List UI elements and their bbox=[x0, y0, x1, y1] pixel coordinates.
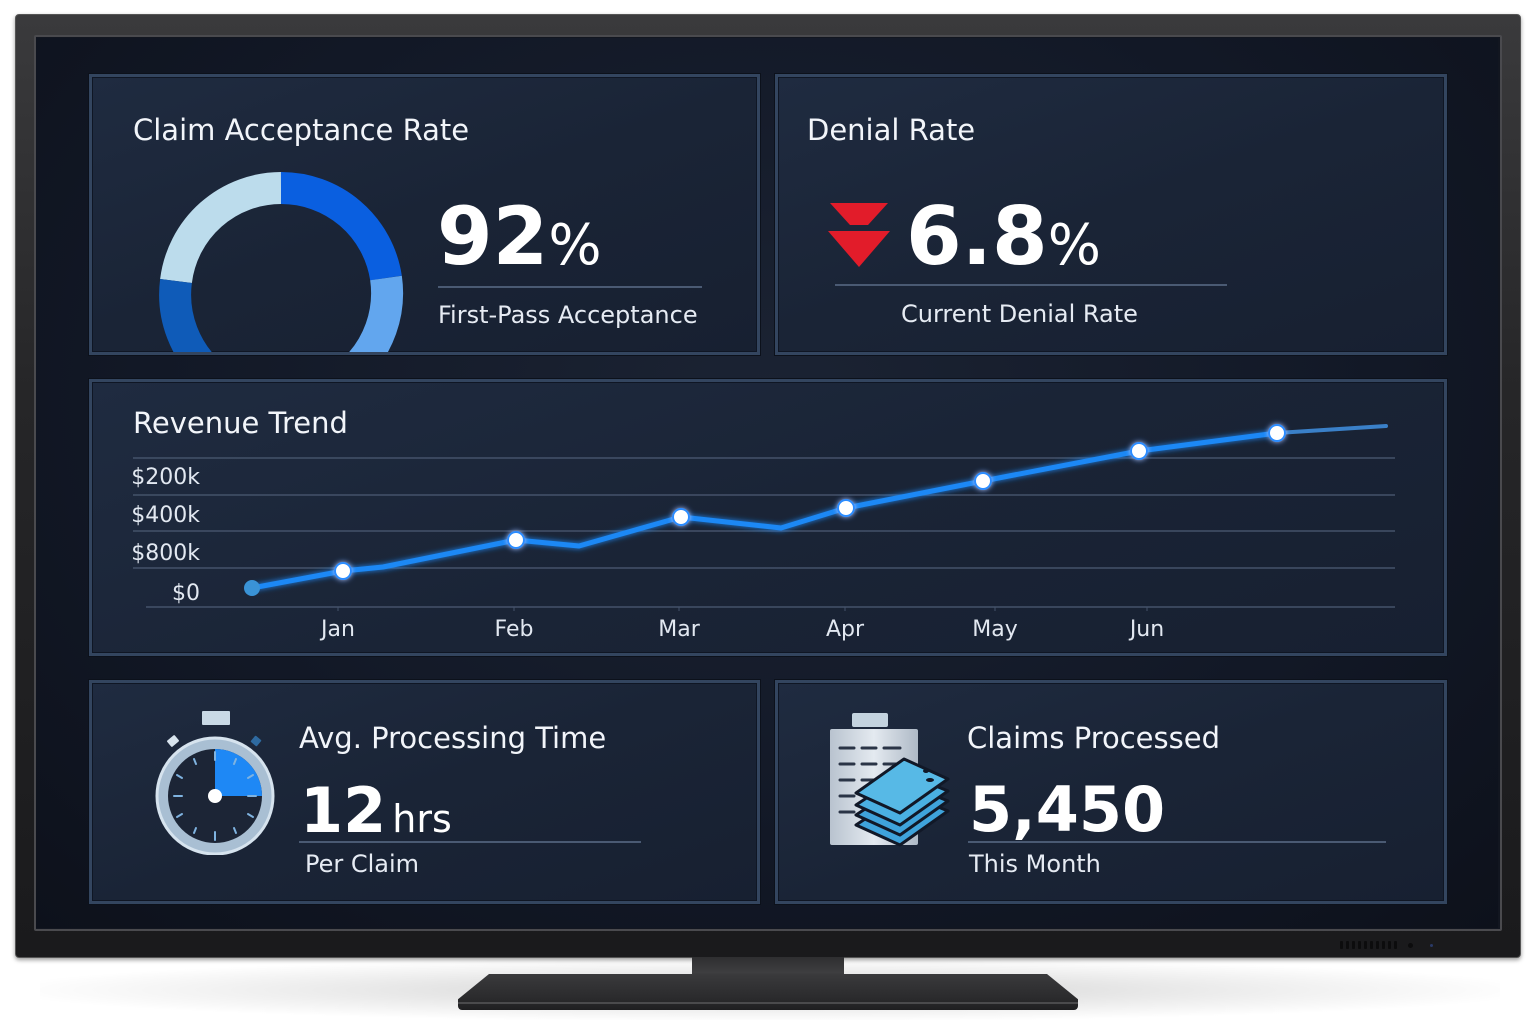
claims-processed-value: 5,450 bbox=[969, 773, 1166, 846]
chart-gridlines bbox=[133, 457, 1395, 608]
x-axis-ticks bbox=[337, 607, 1148, 611]
double-chevron-down-icon bbox=[828, 203, 890, 267]
processing-time-card[interactable]: Avg. Processing Time 12 hrs Per Claim bbox=[89, 680, 760, 904]
processing-time-value: 12 hrs bbox=[300, 774, 452, 847]
denial-value: 6.8% bbox=[906, 190, 1101, 283]
x-axis-label: Jun bbox=[1129, 617, 1165, 642]
x-axis-label: May bbox=[972, 617, 1018, 642]
revenue-line-tail bbox=[1275, 424, 1388, 435]
divider bbox=[438, 286, 702, 288]
acceptance-value: 92% bbox=[437, 190, 602, 283]
x-axis-label: Feb bbox=[494, 617, 534, 642]
power-led-icon bbox=[1430, 943, 1433, 947]
denial-rate-card[interactable]: Denial Rate 6.8% Current Denial Rate bbox=[775, 74, 1447, 355]
card-title: Denial Rate bbox=[807, 113, 976, 147]
claims-processed-card[interactable]: Claims Processed 5,450 This Month bbox=[775, 680, 1447, 904]
claims-processed-subtitle: This Month bbox=[969, 850, 1101, 878]
y-axis-label: $200k bbox=[131, 465, 200, 490]
monitor-control-buttons[interactable] bbox=[1340, 940, 1470, 950]
card-title: Claims Processed bbox=[967, 721, 1220, 755]
chart-title: Revenue Trend bbox=[133, 406, 348, 440]
y-axis-label: $400k bbox=[131, 503, 200, 528]
power-button[interactable] bbox=[1408, 942, 1413, 948]
y-axis-label: $0 bbox=[172, 581, 200, 606]
divider bbox=[968, 841, 1386, 843]
denial-subtitle: Current Denial Rate bbox=[901, 300, 1138, 328]
document-stack-icon bbox=[830, 713, 950, 847]
y-axis-label: $800k bbox=[131, 541, 200, 566]
card-title: Claim Acceptance Rate bbox=[133, 113, 470, 147]
card-title: Avg. Processing Time bbox=[299, 721, 607, 755]
processing-time-subtitle: Per Claim bbox=[305, 850, 420, 878]
stopwatch-icon bbox=[155, 711, 275, 855]
revenue-trend-card[interactable]: Revenue Trend $200k $400k $800k $0 Jan Feb Ma… bbox=[89, 379, 1447, 656]
data-points bbox=[244, 424, 1286, 596]
data-point-marker[interactable] bbox=[244, 580, 260, 596]
x-axis-label: Apr bbox=[825, 617, 865, 642]
divider bbox=[299, 841, 641, 843]
revenue-line-chart[interactable] bbox=[92, 382, 1447, 656]
donut-chart-icon bbox=[159, 171, 404, 352]
acceptance-subtitle: First-Pass Acceptance bbox=[438, 301, 698, 329]
data-point-marker[interactable] bbox=[334, 562, 352, 580]
data-point-marker[interactable] bbox=[837, 499, 855, 517]
divider bbox=[835, 284, 1227, 286]
data-point-marker[interactable] bbox=[1130, 442, 1148, 460]
revenue-line bbox=[249, 430, 1280, 591]
x-axis-label: Jan bbox=[321, 617, 355, 642]
monitor-stand-base bbox=[458, 974, 1078, 1010]
data-point-marker[interactable] bbox=[507, 531, 525, 549]
data-point-marker[interactable] bbox=[1268, 424, 1286, 442]
data-point-marker[interactable] bbox=[672, 508, 690, 526]
claim-acceptance-card[interactable]: Claim Acceptance Rate 92% First-Pass Acc… bbox=[89, 74, 760, 355]
x-axis-label: Mar bbox=[658, 617, 700, 642]
data-point-marker[interactable] bbox=[974, 472, 992, 490]
